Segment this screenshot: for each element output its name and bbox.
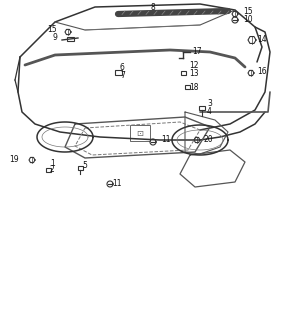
Bar <box>199 106 205 110</box>
Bar <box>67 37 73 41</box>
Bar <box>77 166 82 170</box>
Bar <box>185 85 189 89</box>
Text: 13: 13 <box>189 68 199 77</box>
Bar <box>46 168 51 172</box>
Text: 18: 18 <box>189 83 199 92</box>
Text: 9: 9 <box>52 34 57 43</box>
Text: 7: 7 <box>120 70 125 79</box>
Text: ⊡: ⊡ <box>137 129 144 138</box>
Text: 2: 2 <box>50 165 55 174</box>
Text: 15: 15 <box>47 25 57 34</box>
Text: 16: 16 <box>257 68 267 76</box>
Bar <box>130 125 150 141</box>
Text: 3: 3 <box>207 100 212 108</box>
Bar <box>115 69 121 75</box>
Text: 11: 11 <box>161 135 170 145</box>
Text: 11: 11 <box>112 179 121 188</box>
Text: 14: 14 <box>257 35 267 44</box>
Text: 8: 8 <box>151 3 155 12</box>
Text: 12: 12 <box>189 61 199 70</box>
Text: 6: 6 <box>120 63 125 73</box>
Text: 15: 15 <box>243 6 253 15</box>
Text: 1: 1 <box>50 158 55 167</box>
Text: 19: 19 <box>9 155 19 164</box>
Bar <box>181 71 185 75</box>
Text: 17: 17 <box>192 47 202 57</box>
Text: 5: 5 <box>82 161 87 170</box>
Text: 4: 4 <box>207 107 212 116</box>
Text: 10: 10 <box>243 14 253 23</box>
Text: 20: 20 <box>203 134 213 143</box>
